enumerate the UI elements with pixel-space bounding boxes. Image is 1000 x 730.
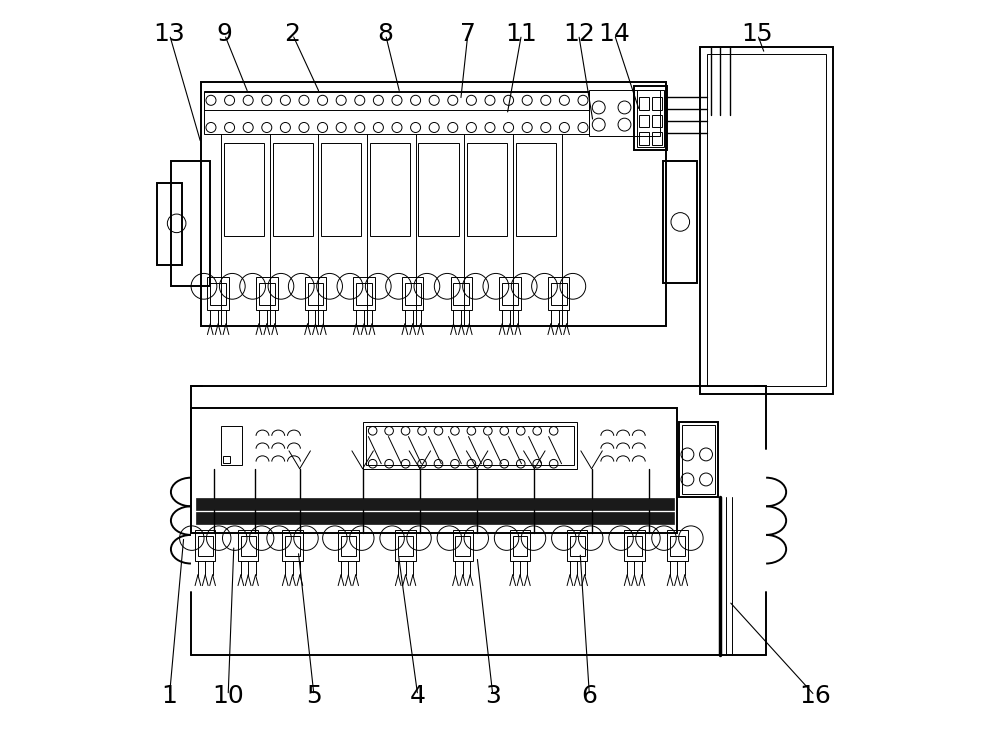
Bar bbox=[196, 498, 674, 510]
Bar bbox=[637, 90, 664, 147]
Bar bbox=[548, 277, 569, 310]
Bar bbox=[679, 422, 718, 497]
Bar bbox=[707, 54, 826, 386]
Bar bbox=[353, 277, 375, 310]
Bar bbox=[510, 530, 530, 561]
Text: 5: 5 bbox=[306, 683, 322, 707]
Bar bbox=[305, 277, 326, 310]
Bar bbox=[398, 536, 413, 556]
Bar bbox=[157, 182, 182, 265]
Bar bbox=[624, 530, 645, 561]
Bar bbox=[238, 530, 258, 561]
Bar bbox=[467, 143, 507, 237]
Bar bbox=[453, 530, 473, 561]
Bar bbox=[670, 536, 685, 556]
Bar bbox=[639, 115, 649, 128]
Bar bbox=[223, 456, 230, 463]
Bar bbox=[634, 86, 667, 150]
Text: 2: 2 bbox=[285, 23, 301, 47]
Bar bbox=[627, 536, 642, 556]
Bar bbox=[516, 143, 556, 237]
Bar bbox=[567, 530, 587, 561]
Text: 9: 9 bbox=[217, 23, 233, 47]
Text: 14: 14 bbox=[599, 23, 630, 47]
Bar bbox=[308, 283, 323, 305]
Text: 8: 8 bbox=[378, 23, 394, 47]
Bar bbox=[370, 143, 410, 237]
Bar bbox=[282, 530, 303, 561]
Bar bbox=[682, 425, 715, 494]
Bar bbox=[502, 283, 518, 305]
Bar bbox=[639, 97, 649, 110]
Bar bbox=[513, 536, 527, 556]
Bar bbox=[639, 132, 649, 145]
Bar bbox=[652, 97, 662, 110]
Text: 4: 4 bbox=[410, 683, 426, 707]
Text: 1: 1 bbox=[162, 683, 177, 707]
Bar bbox=[259, 283, 275, 305]
Text: 6: 6 bbox=[581, 683, 597, 707]
Bar bbox=[285, 536, 300, 556]
Bar bbox=[273, 143, 313, 237]
Bar bbox=[338, 530, 359, 561]
Bar bbox=[256, 277, 278, 310]
Text: 7: 7 bbox=[460, 23, 476, 47]
Text: 10: 10 bbox=[212, 683, 244, 707]
Bar bbox=[652, 132, 662, 145]
Bar bbox=[453, 283, 469, 305]
Bar bbox=[224, 143, 264, 237]
Text: 15: 15 bbox=[742, 23, 773, 47]
Bar bbox=[570, 536, 585, 556]
Text: 3: 3 bbox=[485, 683, 501, 707]
Bar bbox=[196, 512, 674, 524]
Bar bbox=[700, 47, 833, 393]
Bar bbox=[198, 536, 213, 556]
Text: 13: 13 bbox=[154, 23, 185, 47]
Bar bbox=[667, 530, 688, 561]
Bar bbox=[395, 530, 416, 561]
Bar bbox=[551, 283, 567, 305]
Bar bbox=[451, 277, 472, 310]
Text: 12: 12 bbox=[563, 23, 595, 47]
Bar bbox=[366, 426, 574, 465]
Bar bbox=[195, 530, 215, 561]
Text: 11: 11 bbox=[506, 23, 537, 47]
Bar bbox=[402, 277, 423, 310]
Bar bbox=[210, 283, 226, 305]
Bar bbox=[356, 283, 372, 305]
Bar bbox=[663, 161, 697, 283]
Bar bbox=[321, 143, 361, 237]
Bar bbox=[499, 277, 521, 310]
Bar bbox=[405, 283, 421, 305]
Bar bbox=[204, 93, 589, 110]
Bar bbox=[589, 90, 660, 136]
Bar bbox=[191, 408, 677, 533]
Bar bbox=[418, 143, 459, 237]
Bar bbox=[652, 115, 662, 128]
Bar bbox=[207, 277, 229, 310]
Bar bbox=[241, 536, 256, 556]
Bar bbox=[171, 161, 210, 286]
Bar bbox=[455, 536, 470, 556]
Bar bbox=[201, 82, 666, 326]
Text: 16: 16 bbox=[799, 683, 831, 707]
Bar bbox=[341, 536, 356, 556]
Bar bbox=[221, 426, 242, 465]
Bar bbox=[204, 91, 589, 134]
Bar bbox=[363, 422, 577, 469]
